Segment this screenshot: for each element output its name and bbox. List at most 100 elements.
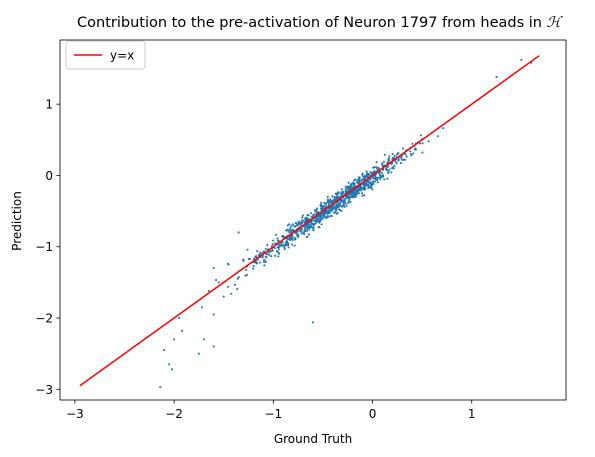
scatter-point [298,229,301,232]
scatter-point [288,230,291,233]
scatter-point [360,186,363,189]
scatter-point [386,177,389,180]
scatter-point [381,162,384,165]
scatter-point [283,248,286,251]
scatter-point [336,211,339,214]
scatter-point [331,201,334,204]
scatter-point [365,170,368,173]
scatter-point [281,244,284,247]
scatter-point [363,176,366,180]
scatter-point [291,223,294,226]
scatter-point [212,345,215,348]
scatter-point [309,225,312,228]
scatter-point [340,209,343,212]
scatter-point [324,203,328,206]
scatter-point [352,184,355,187]
scatter-point [312,229,315,232]
scatter-point [305,217,308,220]
scatter-point [281,241,284,244]
scatter-point [305,235,308,238]
scatter-point [367,173,370,177]
scatter-point [287,246,290,249]
scatter-point [202,338,205,341]
scatter-point [306,229,309,232]
scatter-point [349,186,352,189]
scatter-point [343,198,346,201]
reference-line-y-equals-x [79,55,540,387]
scatter-point [369,186,372,189]
scatter-point [349,192,352,195]
scatter-point [326,195,329,198]
scatter-point [333,207,336,210]
scatter-point [397,158,400,161]
scatter-point [255,261,258,265]
scatter-point [379,178,382,181]
scatter-point [295,224,298,227]
scatter-point [270,255,273,258]
scatter-point [272,239,275,242]
scatter-point [383,178,386,181]
scatter-point [277,248,280,251]
scatter-point [237,231,240,234]
scatter-point [347,193,351,196]
scatter-point [295,231,298,235]
scatter-point [308,228,311,231]
scatter-point [357,181,360,184]
plot-frame [59,39,567,401]
scatter-point [375,161,378,164]
scatter-point [207,289,210,292]
scatter-point [290,235,293,238]
scatter-point [317,210,320,214]
scatter-point [330,214,333,218]
scatter-point [276,237,279,240]
scatter-point [382,160,386,163]
scatter-point [237,276,240,279]
scatter-point [334,209,337,213]
scatter-point [396,152,399,155]
scatter-point [335,197,338,200]
scatter-point [233,283,236,286]
scatter-point [258,253,261,256]
scatter-point [274,233,277,236]
scatter-point [347,202,350,205]
scatter-point [300,228,304,231]
scatter-point [244,274,247,277]
scatter-point [288,223,291,226]
scatter-point [341,205,344,208]
scatter-point [363,193,366,197]
scatter-point [337,208,341,211]
scatter-point [393,154,396,157]
scatter-point [312,223,315,226]
scatter-point [327,199,330,202]
scatter-point [304,230,307,233]
x-tick-label: −1 [264,407,282,421]
scatter-point [245,268,248,271]
scatter-point [236,277,239,280]
scatter-point [388,155,391,158]
scatter-point [361,192,364,195]
scatter-point [326,212,329,215]
scatter-point [267,251,270,254]
scatter-point [381,164,384,167]
scatter-point [372,180,375,184]
scatter-point [306,213,309,217]
scatter-point [390,163,393,166]
scatter-point [307,225,310,228]
scatter-point [299,223,302,226]
scatter-point [376,181,379,184]
scatter-point [236,288,239,291]
scatter-point [335,204,338,207]
scatter-point [264,260,267,263]
scatter-point [404,153,407,156]
scatter-point [308,223,311,226]
scatter-point [400,156,403,159]
scatter-point [326,214,329,217]
scatter-point [405,155,408,158]
scatter-point [350,195,353,198]
scatter-point [323,211,326,214]
scatter-point [372,171,375,174]
scatter-point [388,168,391,171]
scatter-point [283,244,287,247]
scatter-point [301,216,304,219]
